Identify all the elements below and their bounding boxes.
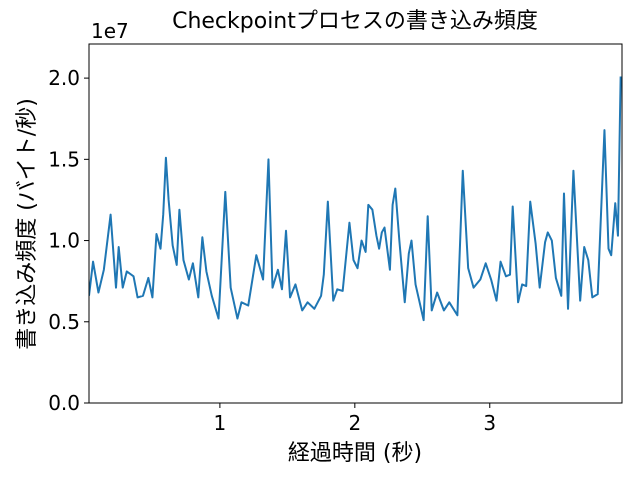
y-axis-label: 書き込み頻度 (バイト/秒) [15, 98, 40, 350]
y-tick-label: 2.0 [48, 66, 80, 90]
y-tick-label: 0.0 [48, 391, 80, 415]
chart-title: Checkpointプロセスの書き込み頻度 [172, 9, 538, 34]
x-axis-label: 経過時間 (秒) [288, 441, 422, 466]
y-tick-label: 1.5 [48, 147, 80, 171]
x-tick-label: 1 [214, 411, 227, 435]
x-tick-label: 2 [348, 411, 361, 435]
plot-frame [88, 43, 623, 404]
y-tick-label: 1.0 [48, 229, 80, 253]
y-tick-label: 0.5 [48, 310, 80, 334]
x-tick-label: 3 [483, 411, 496, 435]
data-line [89, 76, 622, 322]
y-offset-label: 1e7 [91, 19, 129, 43]
